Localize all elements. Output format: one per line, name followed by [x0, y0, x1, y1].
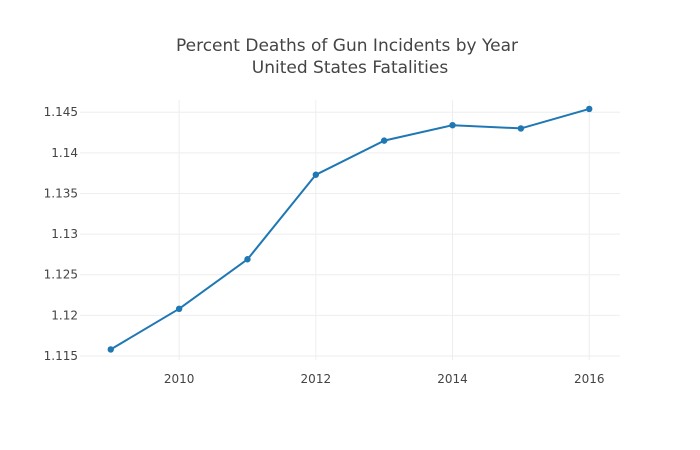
x-tick-label: 2010 — [164, 372, 195, 386]
y-gridlines — [80, 111, 620, 357]
data-point[interactable] — [244, 256, 251, 263]
y-tick-label: 1.115 — [44, 349, 78, 363]
y-tick-label: 1.14 — [51, 146, 78, 160]
data-point[interactable] — [517, 125, 525, 132]
data-point[interactable] — [586, 105, 593, 113]
x-tick-label: 2012 — [301, 372, 332, 386]
x-tick-label: 2016 — [574, 372, 605, 386]
chart-title: Percent Deaths of Gun Incidents by Year — [176, 36, 518, 56]
data-point[interactable] — [107, 346, 114, 353]
data-point[interactable] — [175, 305, 183, 313]
chart-subtitle: United States Fatalities — [252, 58, 449, 78]
data-point[interactable] — [380, 137, 388, 144]
data-point[interactable] — [449, 121, 456, 129]
x-tick-label: 2014 — [437, 372, 468, 386]
x-axis-ticks: 2010 2012 2014 2016 — [164, 372, 605, 386]
y-tick-label: 1.135 — [44, 186, 78, 200]
y-tick-label: 1.12 — [51, 308, 78, 322]
y-tick-label: 1.13 — [51, 227, 78, 241]
y-tick-label: 1.125 — [44, 268, 78, 282]
y-axis-ticks: 1.115 1.12 1.125 1.13 1.135 1.14 1.145 — [44, 105, 78, 363]
series-line — [110, 107, 590, 351]
y-tick-label: 1.145 — [44, 105, 78, 119]
x-gridlines — [178, 100, 590, 360]
data-point[interactable] — [312, 171, 320, 178]
series-layer — [107, 105, 593, 353]
